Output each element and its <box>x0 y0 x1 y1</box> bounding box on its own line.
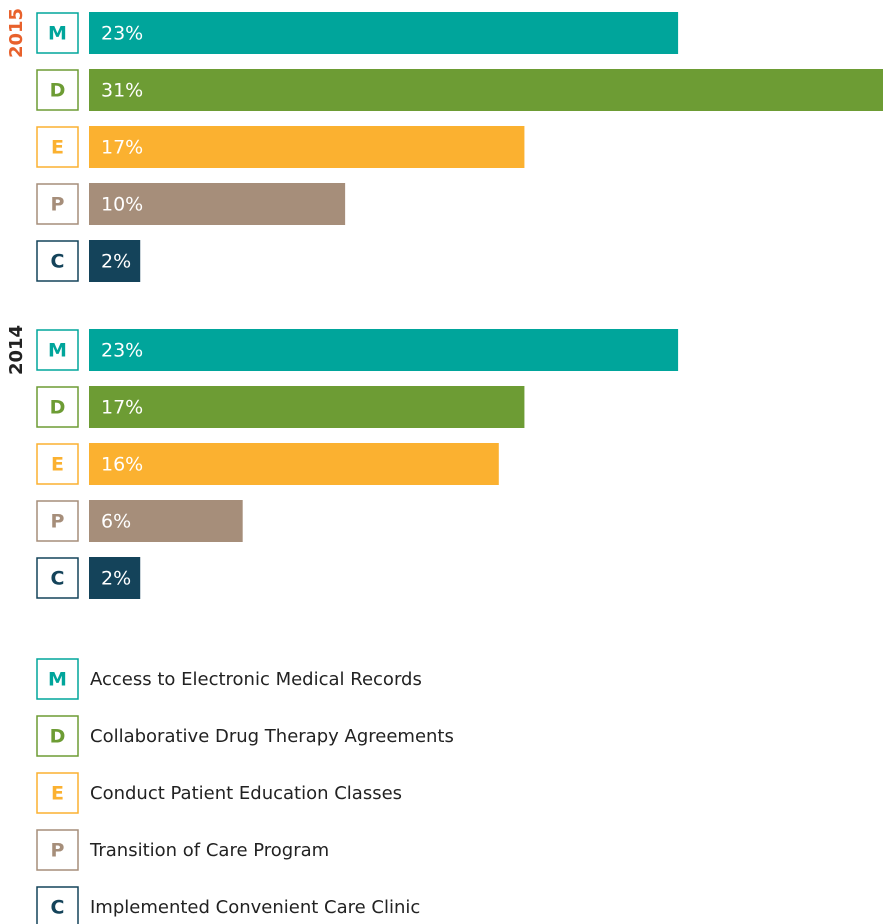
value-label: 31% <box>101 80 143 102</box>
bar <box>89 12 679 54</box>
letter-box <box>36 386 79 428</box>
letter-box <box>36 500 79 542</box>
bar <box>89 329 679 371</box>
letter: E <box>51 454 64 476</box>
letter: D <box>50 80 66 102</box>
letter-box <box>36 715 79 757</box>
value-label: 17% <box>101 397 143 419</box>
value-label: 2% <box>101 251 131 273</box>
value-label: 2% <box>101 568 131 590</box>
bar <box>89 69 883 111</box>
letter-box <box>36 12 79 54</box>
letter: C <box>51 897 65 919</box>
letter: C <box>51 568 65 590</box>
bar <box>89 557 141 599</box>
letter-box <box>36 886 79 924</box>
letter-box <box>36 69 79 111</box>
letter-box <box>36 126 79 168</box>
value-label: 10% <box>101 194 143 216</box>
letter-box <box>36 557 79 599</box>
legend-label: Collaborative Drug Therapy Agreements <box>90 726 454 747</box>
bar <box>89 386 525 428</box>
letter-box <box>36 329 79 371</box>
letter-box <box>36 772 79 814</box>
letter: E <box>51 137 64 159</box>
letter-box <box>36 658 79 700</box>
bar <box>89 500 243 542</box>
bar <box>89 183 346 225</box>
letter: D <box>50 726 66 748</box>
letter: D <box>50 397 66 419</box>
letter-box <box>36 240 79 282</box>
bar <box>89 126 525 168</box>
legend-label: Transition of Care Program <box>89 840 329 861</box>
letter: E <box>51 783 64 805</box>
value-label: 23% <box>101 340 143 362</box>
letter-box <box>36 829 79 871</box>
value-label: 6% <box>101 511 131 533</box>
letter: P <box>51 511 65 533</box>
value-label: 17% <box>101 137 143 159</box>
value-label: 16% <box>101 454 143 476</box>
bar <box>89 240 141 282</box>
letter: M <box>48 23 67 45</box>
year-label: 2014 <box>6 325 27 375</box>
legend-label: Conduct Patient Education Classes <box>90 783 402 804</box>
letter: P <box>51 840 65 862</box>
letter: M <box>48 340 67 362</box>
bar <box>89 443 499 485</box>
letter: C <box>51 251 65 273</box>
value-label: 23% <box>101 23 143 45</box>
legend-label: Implemented Convenient Care Clinic <box>90 897 420 918</box>
letter-box <box>36 443 79 485</box>
legend-label: Access to Electronic Medical Records <box>90 669 422 690</box>
year-label: 2015 <box>6 8 27 58</box>
letter-box <box>36 183 79 225</box>
letter: M <box>48 669 67 691</box>
letter: P <box>51 194 65 216</box>
